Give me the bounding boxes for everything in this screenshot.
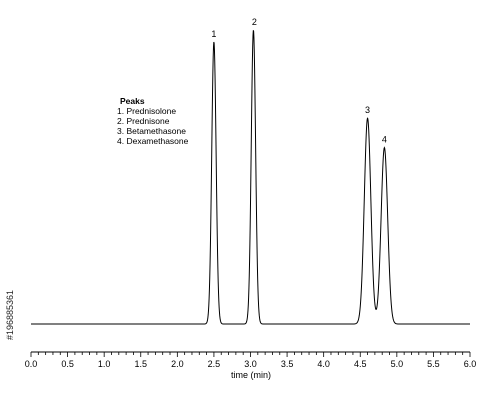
x-tick-label: 2.0 [171, 359, 184, 369]
x-tick-label: 1.5 [134, 359, 147, 369]
peak-labels: 1 2 3 4 [211, 17, 386, 145]
peak-label-4: 4 [382, 135, 387, 145]
x-tick-label: 3.5 [281, 359, 294, 369]
peak-label-1: 1 [211, 29, 216, 39]
legend-item-4: 4. Dexamethasone [117, 136, 189, 146]
peak-label-2: 2 [252, 17, 257, 27]
chromatogram-trace [31, 30, 470, 325]
x-tick-label: 5.5 [427, 359, 440, 369]
x-tick-label: 5.0 [391, 359, 404, 369]
x-tick-label: 4.0 [317, 359, 330, 369]
x-tick-label: 3.0 [244, 359, 257, 369]
legend-item-3: 3. Betamethasone [117, 126, 186, 136]
x-tick-label: 4.5 [354, 359, 367, 369]
peak-label-3: 3 [365, 105, 370, 115]
peaks-legend: Peaks 1. Prednisolone 2. Prednisone 3. B… [117, 96, 189, 146]
x-tick-label: 0.5 [61, 359, 74, 369]
x-axis-title: time (min) [231, 370, 271, 380]
legend-title: Peaks [120, 96, 145, 106]
x-tick-label: 2.5 [208, 359, 221, 369]
x-tick-label: 0.0 [25, 359, 38, 369]
x-tick-label: 1.0 [98, 359, 111, 369]
legend-item-1: 1. Prednisolone [117, 106, 176, 116]
image-id-watermark: #196885361 [5, 290, 15, 340]
x-tick-label: 6.0 [464, 359, 477, 369]
x-axis: 0.0 0.5 1.0 1.5 2.0 2.5 3.0 3.5 4.0 4.5 5.0 5.5 6.0 [25, 351, 477, 369]
legend-item-2: 2. Prednisone [117, 116, 170, 126]
